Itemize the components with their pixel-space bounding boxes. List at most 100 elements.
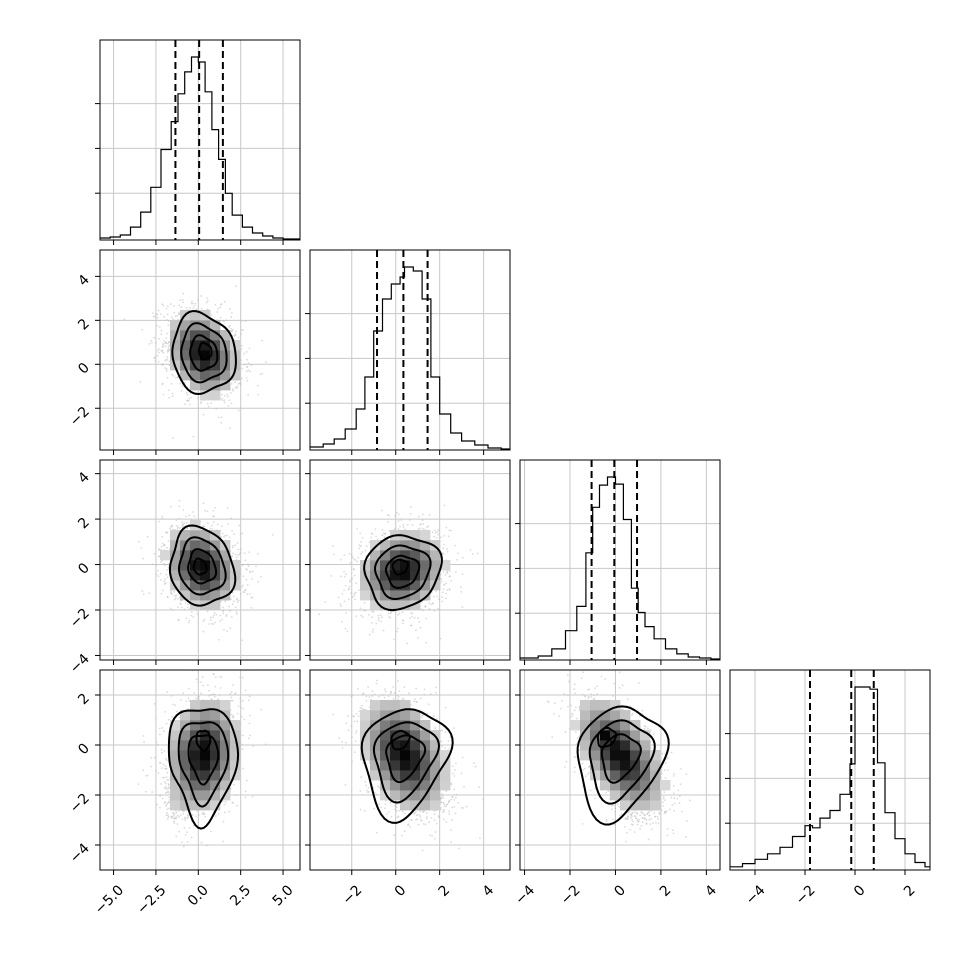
scatter-point	[445, 582, 448, 585]
scatter-point	[230, 555, 233, 558]
scatter-point	[206, 522, 209, 525]
scatter-point	[223, 300, 226, 303]
scatter-point	[164, 801, 167, 803]
scatter-point	[164, 345, 167, 347]
scatter-point	[200, 307, 203, 310]
scatter-point	[165, 782, 167, 785]
scatter-point	[213, 515, 215, 518]
scatter-point	[361, 551, 364, 553]
density-bin	[210, 550, 221, 561]
scatter-point	[440, 580, 443, 583]
scatter-point	[417, 527, 420, 530]
scatter-point	[178, 517, 181, 520]
density-bin	[190, 330, 201, 341]
scatter-point	[166, 305, 169, 308]
density-bin	[210, 540, 221, 551]
scatter-point	[247, 369, 250, 372]
scatter-point	[245, 568, 248, 570]
scatter-point	[202, 525, 205, 527]
density-bin	[170, 570, 181, 581]
scatter-point	[246, 365, 249, 368]
scatter-point	[202, 630, 205, 633]
density-bin	[190, 590, 201, 601]
scatter-point	[240, 592, 242, 595]
scatter-point	[235, 611, 238, 614]
scatter-point	[169, 527, 171, 530]
scatter-point	[223, 628, 225, 631]
scatter-point	[158, 727, 161, 730]
density-bin	[220, 580, 231, 591]
scatter-point	[195, 678, 198, 681]
scatter-point	[153, 702, 156, 705]
scatter-point	[166, 332, 169, 335]
scatter-point	[434, 531, 437, 534]
scatter-point	[231, 388, 234, 391]
scatter-point	[358, 544, 361, 547]
density-bin	[210, 330, 221, 341]
scatter-point	[151, 563, 154, 566]
scatter-point	[398, 612, 401, 615]
scatter-point	[191, 300, 193, 303]
scatter-point	[183, 608, 186, 611]
scatter-point	[161, 364, 164, 367]
scatter-point	[242, 328, 245, 331]
scatter-point	[250, 577, 253, 580]
scatter-point	[166, 568, 168, 571]
scatter-point	[353, 594, 356, 597]
density-bin	[200, 540, 211, 551]
scatter-point	[177, 318, 180, 321]
scatter-point	[241, 676, 244, 679]
scatter-point	[376, 538, 379, 541]
scatter-point	[220, 397, 223, 400]
scatter-point	[155, 741, 158, 744]
scatter-point	[445, 526, 448, 529]
density-bin	[390, 590, 401, 601]
scatter-point	[123, 318, 126, 321]
scatter-point	[184, 601, 187, 604]
scatter-point	[363, 602, 366, 604]
scatter-point	[257, 393, 259, 396]
density-bin	[190, 540, 201, 551]
density-bin	[440, 560, 451, 571]
density-bin	[370, 600, 381, 611]
scatter-point	[168, 341, 171, 343]
scatter-point	[218, 675, 221, 678]
scatter-point	[227, 405, 230, 407]
scatter-point	[212, 509, 215, 512]
density-bin	[200, 350, 211, 361]
scatter-point	[228, 324, 231, 327]
scatter-point	[445, 592, 447, 595]
scatter-point	[216, 311, 219, 313]
scatter-point	[180, 306, 183, 309]
scatter-point	[161, 515, 164, 518]
scatter-point	[241, 564, 244, 567]
scatter-point	[228, 536, 231, 539]
scatter-point	[164, 367, 166, 369]
density-bin	[430, 560, 441, 571]
scatter-point	[410, 506, 412, 508]
panel-grid	[100, 250, 300, 450]
scatter-point	[427, 525, 430, 527]
scatter-point	[161, 383, 164, 386]
scatter-point	[347, 598, 350, 601]
scatter-point	[345, 612, 348, 614]
density-bin	[200, 370, 211, 381]
scatter-point	[184, 403, 186, 406]
scatter-point	[216, 523, 219, 526]
scatter-point	[422, 609, 425, 612]
scatter-point	[178, 313, 180, 316]
scatter-point	[230, 402, 233, 405]
scatter-point	[448, 588, 451, 590]
scatter-point	[343, 554, 346, 556]
scatter-point	[428, 514, 431, 516]
contour-level	[177, 536, 227, 596]
scatter-point	[226, 393, 229, 396]
scatter-point	[396, 627, 399, 630]
scatter-point	[166, 342, 169, 345]
scatter-point	[353, 558, 355, 560]
scatter-point	[164, 359, 167, 362]
scatter-point	[144, 790, 147, 793]
scatter-point	[368, 633, 371, 636]
scatter-point	[166, 313, 169, 316]
scatter-point	[212, 521, 215, 524]
